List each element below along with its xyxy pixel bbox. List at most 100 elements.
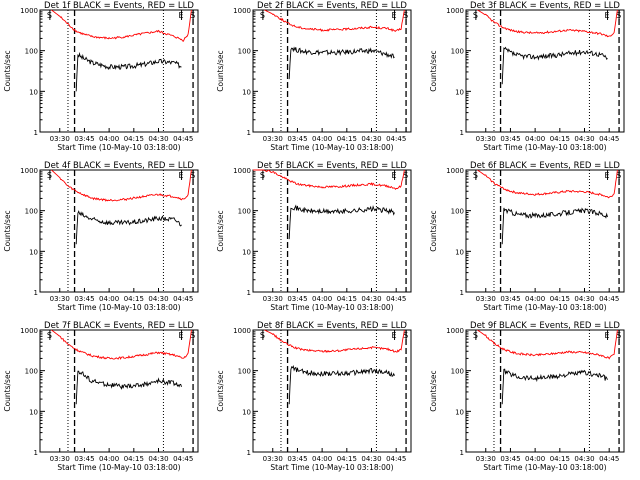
panel-title: Det 2f BLACK = Events, RED = LLD [257, 1, 407, 11]
plot-frame [465, 9, 625, 133]
x-tick-label: 03:45 [74, 135, 94, 143]
y-tick-label: 100 [25, 368, 38, 376]
x-tick-label: 04:30 [361, 135, 381, 143]
x-axis-label: Start Time (10-May-10 03:18:00) [57, 463, 180, 472]
detector-panel: Det 1f BLACK = Events, RED = LLD 1 10 100 10… [3, 1, 199, 152]
detector-panel: Det 2f BLACK = Events, RED = LLD 1 10 100 10… [216, 1, 412, 152]
panel-title: Det 3f BLACK = Events, RED = LLD [470, 1, 620, 11]
x-tick-label: 03:30 [50, 135, 70, 143]
plot-frame [465, 169, 625, 293]
panel-title: Det 8f BLACK = Events, RED = LLD [257, 321, 407, 331]
x-tick-label: 04:15 [124, 135, 144, 143]
marker-label: S [260, 331, 265, 340]
marker-label: S [47, 331, 52, 340]
x-tick-label: 04:15 [337, 455, 357, 463]
marker-label: E [179, 331, 184, 340]
x-tick-label: 04:15 [124, 295, 144, 303]
marker-label: S [47, 11, 52, 20]
x-tick-label: 04:30 [574, 135, 594, 143]
lld-series-line [264, 9, 405, 32]
plot-frame [252, 169, 412, 293]
y-tick-label: 1 [460, 289, 464, 297]
plot-frame [252, 329, 412, 453]
panel-title: Det 4f BLACK = Events, RED = LLD [44, 161, 194, 171]
x-tick-label: 03:45 [287, 455, 307, 463]
y-tick-label: 1 [34, 449, 38, 457]
detector-panel: Det 9f BLACK = Events, RED = LLD 1 10 100 10… [429, 321, 625, 472]
x-tick-label: 03:30 [50, 455, 70, 463]
y-tick-label: 10 [29, 88, 38, 96]
marker-label: E [179, 11, 184, 20]
events-series-line [501, 368, 608, 405]
y-tick-label: 1 [34, 129, 38, 137]
plot-frame [39, 169, 199, 293]
y-tick-label: 100 [238, 208, 251, 216]
y-tick-label: 1000 [233, 7, 251, 15]
detector-panel: Det 5f BLACK = Events, RED = LLD 1 10 100 10… [216, 161, 412, 312]
x-axis-label: Start Time (10-May-10 03:18:00) [270, 303, 393, 312]
y-tick-label: 100 [25, 48, 38, 56]
x-tick-label: 03:30 [50, 295, 70, 303]
lld-series-line [264, 329, 405, 353]
marker-label: S [190, 11, 195, 20]
y-tick-label: 1000 [446, 167, 464, 175]
x-tick-label: 04:45 [173, 135, 193, 143]
y-tick-label: 1 [460, 449, 464, 457]
y-tick-label: 1 [460, 129, 464, 137]
y-axis-label: Counts/sec [216, 50, 225, 91]
x-tick-label: 04:30 [148, 455, 168, 463]
x-tick-label: 04:00 [99, 135, 119, 143]
y-tick-label: 1 [247, 129, 251, 137]
lld-series-line [51, 9, 192, 42]
x-tick-label: 03:30 [476, 135, 496, 143]
marker-label: E [392, 331, 397, 340]
x-tick-label: 04:00 [312, 135, 332, 143]
y-tick-label: 10 [29, 248, 38, 256]
y-axis-label: Counts/sec [216, 210, 225, 251]
events-series-line [288, 365, 395, 405]
y-tick-label: 1000 [233, 327, 251, 335]
x-tick-label: 04:15 [337, 135, 357, 143]
plot-frame [39, 329, 199, 453]
x-tick-label: 04:00 [525, 455, 545, 463]
events-series-line [75, 51, 182, 92]
marker-label: E [392, 11, 397, 20]
marker-label: S [616, 11, 621, 20]
marker-label: E [605, 11, 610, 20]
x-tick-label: 03:45 [287, 295, 307, 303]
marker-label: S [190, 331, 195, 340]
y-tick-label: 1000 [446, 7, 464, 15]
x-tick-label: 03:45 [500, 295, 520, 303]
lld-series-line [253, 169, 405, 191]
y-tick-label: 100 [238, 48, 251, 56]
marker-label: S [616, 331, 621, 340]
marker-label: S [47, 171, 52, 180]
marker-label: S [473, 11, 478, 20]
x-tick-label: 04:30 [574, 295, 594, 303]
x-tick-label: 03:30 [263, 295, 283, 303]
x-tick-label: 04:00 [525, 135, 545, 143]
y-tick-label: 1 [247, 289, 251, 297]
y-tick-label: 1 [34, 289, 38, 297]
detector-panel: Det 8f BLACK = Events, RED = LLD 1 10 100 10… [216, 321, 412, 472]
x-axis-label: Start Time (10-May-10 03:18:00) [483, 303, 606, 312]
x-axis-label: Start Time (10-May-10 03:18:00) [483, 143, 606, 152]
y-tick-label: 100 [451, 208, 464, 216]
events-series-line [501, 46, 608, 85]
x-tick-label: 03:30 [476, 295, 496, 303]
x-axis-label: Start Time (10-May-10 03:18:00) [483, 463, 606, 472]
x-tick-label: 04:15 [550, 455, 570, 463]
x-tick-label: 04:00 [312, 455, 332, 463]
plot-frame [39, 9, 199, 133]
plot-frame [252, 9, 412, 133]
y-tick-label: 100 [451, 368, 464, 376]
events-series-line [288, 204, 395, 240]
x-axis-label: Start Time (10-May-10 03:18:00) [270, 143, 393, 152]
marker-label: E [392, 171, 397, 180]
marker-label: S [260, 171, 265, 180]
x-tick-label: 04:30 [148, 135, 168, 143]
x-tick-label: 04:45 [599, 295, 619, 303]
y-tick-label: 10 [455, 408, 464, 416]
x-tick-label: 04:15 [337, 295, 357, 303]
x-tick-label: 04:00 [99, 455, 119, 463]
